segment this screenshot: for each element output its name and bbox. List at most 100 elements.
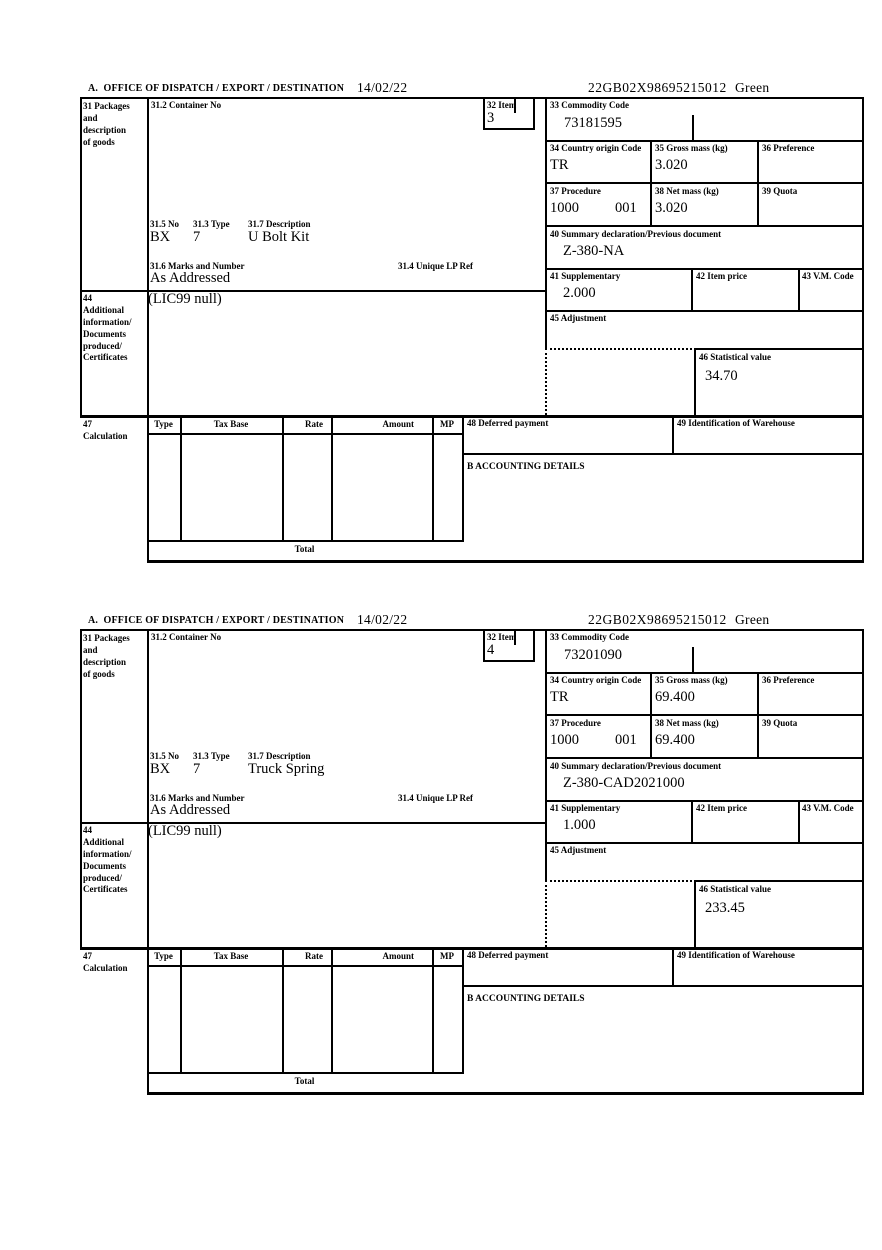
packages-no-value: BX [150, 761, 171, 777]
box46-statistical-value-label: 46 Statistical value [699, 352, 771, 362]
border-line [80, 290, 547, 292]
packages-no-value: BX [150, 229, 171, 245]
border-line [147, 540, 464, 542]
packages-type-value: 7 [193, 761, 201, 777]
border-line [691, 800, 693, 844]
box38-net-mass-label: 38 Net mass (kg) [655, 186, 719, 196]
box41-supplementary-label: 41 Supplementary [550, 271, 621, 281]
border-line [80, 97, 864, 99]
border-line [545, 268, 864, 270]
routing-channel: Green [735, 80, 770, 95]
routing-channel: Green [735, 612, 770, 627]
box33-commodity-code-label: 33 Commodity Code [550, 100, 629, 110]
sad-item-form: A. OFFICE OF DISPATCH / EXPORT / DESTINA… [80, 612, 864, 1096]
border-line [798, 800, 800, 844]
box32-item-label: 32 Item [487, 632, 517, 642]
dotted-border-line [545, 348, 696, 350]
procedure-ext-value: 001 [615, 732, 637, 748]
box49-warehouse-label: 49 Identification of Warehouse [677, 950, 795, 960]
marks-and-number-value: As Addressed [150, 270, 231, 286]
border-line [483, 629, 485, 662]
box38-net-mass-label: 38 Net mass (kg) [655, 718, 719, 728]
border-line [545, 97, 547, 350]
box33-commodity-code-label: 33 Commodity Code [550, 632, 629, 642]
box31-packages-label: 31 Packages and description of goods [83, 101, 130, 147]
box42-item-price-label: 42 Item price [696, 803, 747, 813]
box47-calculation-label: 47 Calculation [83, 419, 128, 441]
box48-deferred-payment-label: 48 Deferred payment [467, 950, 549, 960]
procedure-value: 1000 [550, 200, 579, 216]
border-line [80, 947, 864, 950]
box36-preference-label: 36 Preference [762, 143, 815, 153]
border-line [80, 629, 82, 949]
procedure-ext-value: 001 [615, 200, 637, 216]
net-mass-value: 69.400 [655, 732, 695, 748]
border-line [545, 310, 864, 312]
box31-4-unique-lp-ref-label: 31.4 Unique LP Ref [398, 261, 474, 271]
border-line [80, 629, 864, 631]
box31-4-unique-lp-ref-label: 31.4 Unique LP Ref [398, 793, 474, 803]
border-line [545, 757, 864, 759]
border-line [483, 660, 535, 662]
box45-adjustment-label: 45 Adjustment [550, 313, 607, 323]
border-line [147, 1072, 464, 1074]
box31-5-no-label: 31.5 No [150, 751, 179, 761]
net-mass-value: 3.020 [655, 200, 688, 216]
border-line [147, 433, 464, 435]
box44-additional-info-label: 44 Additional information/ Documents pro… [83, 825, 132, 895]
border-line [862, 629, 864, 1095]
commodity-code-divider-line [692, 115, 694, 142]
column-header-tax-base: Tax Base [213, 419, 249, 429]
box40-previous-document-label: 40 Summary declaration/Previous document [550, 229, 722, 239]
commodity-code-divider-line [692, 647, 694, 674]
border-line [533, 629, 535, 662]
dotted-border-line [545, 880, 696, 882]
box31-3-type-label: 31.3 Type [193, 219, 230, 229]
box31-2-container-no-label: 31.2 Container No [151, 632, 222, 642]
box31-5-no-label: 31.5 No [150, 219, 179, 229]
table-column-line [462, 415, 464, 542]
box31-2-container-no-label: 31.2 Container No [151, 100, 222, 110]
border-line [462, 453, 864, 455]
procedure-value: 1000 [550, 732, 579, 748]
border-line [80, 415, 864, 418]
border-line [694, 348, 864, 350]
column-header-mp: MP [440, 951, 454, 961]
column-header-type: Type [154, 951, 173, 961]
border-line [483, 128, 535, 130]
dotted-border-line [545, 348, 547, 415]
table-column-line [432, 947, 434, 1074]
box35-gross-mass-label: 35 Gross mass (kg) [655, 675, 728, 685]
column-header-rate: Rate [305, 951, 323, 961]
border-line [757, 672, 759, 759]
country-origin-value: TR [550, 157, 569, 173]
box44-additional-info-label: 44 Additional information/ Documents pro… [83, 293, 132, 363]
border-line [672, 947, 674, 987]
border-line [545, 714, 864, 716]
border-line [147, 560, 864, 563]
table-column-line [282, 947, 284, 1074]
box39-quota-label: 39 Quota [762, 718, 798, 728]
previous-document-value: Z-380-NA [563, 243, 625, 259]
country-origin-value: TR [550, 689, 569, 705]
item-number-value: 3 [487, 110, 495, 126]
supplementary-units-value: 2.000 [563, 285, 596, 301]
box40-previous-document-label: 40 Summary declaration/Previous document [550, 761, 722, 771]
goods-description-value: U Bolt Kit [248, 229, 310, 245]
office-of-dispatch-label: A. OFFICE OF DISPATCH / EXPORT / DESTINA… [88, 615, 345, 626]
box45-adjustment-label: 45 Adjustment [550, 845, 607, 855]
box31-packages-label: 31 Packages and description of goods [83, 633, 130, 679]
table-column-line [331, 947, 333, 1074]
box49-warehouse-label: 49 Identification of Warehouse [677, 418, 795, 428]
table-column-line [180, 947, 182, 1074]
supplementary-units-value: 1.000 [563, 817, 596, 833]
table-column-line [331, 415, 333, 542]
box48-deferred-payment-label: 48 Deferred payment [467, 418, 549, 428]
border-line [694, 880, 864, 882]
additional-information-value: (LIC99 null) [148, 291, 222, 307]
declaration-date: 14/02/22 [357, 612, 408, 627]
packages-type-value: 7 [193, 229, 201, 245]
border-line [672, 415, 674, 455]
border-line [694, 348, 696, 417]
office-of-dispatch-label: A. OFFICE OF DISPATCH / EXPORT / DESTINA… [88, 83, 345, 94]
